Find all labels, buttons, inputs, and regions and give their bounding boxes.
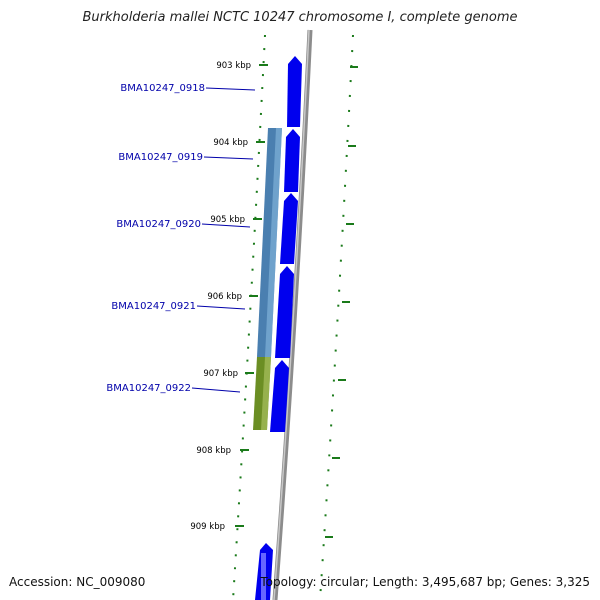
tick-904: 904 kbp	[213, 138, 265, 148]
tick-907: 907 kbp	[203, 369, 254, 379]
genome-title: Burkholderia mallei NCTC 10247 chromosom…	[82, 10, 518, 25]
cds-arrow-0919	[284, 129, 300, 192]
cds-arrow-0918	[287, 56, 302, 127]
outer-dotted-track	[319, 34, 354, 600]
tick-label: 905 kbp	[210, 215, 245, 225]
tick-label: 904 kbp	[213, 138, 248, 148]
cds-arrow-0920	[280, 193, 298, 264]
gene-label-0919[interactable]: BMA10247_0919	[118, 152, 254, 163]
gene-label-0921[interactable]: BMA10247_0921	[111, 301, 246, 312]
gene-name[interactable]: BMA10247_0922	[106, 383, 191, 394]
gene-name[interactable]: BMA10247_0919	[118, 152, 203, 163]
cds-arrow-0921	[275, 266, 294, 358]
gene-name[interactable]: BMA10247_0918	[120, 83, 205, 94]
tick-903: 903 kbp	[216, 61, 268, 71]
chromosome-backbone	[272, 29, 313, 600]
tick-label: 903 kbp	[216, 61, 251, 71]
gene-name[interactable]: BMA10247_0920	[116, 219, 201, 230]
accession-label: Accession: NC_009080	[9, 575, 146, 589]
tick-909: 909 kbp	[190, 522, 244, 532]
tick-label: 908 kbp	[196, 446, 231, 456]
tick-908: 908 kbp	[196, 446, 249, 456]
tick-label: 907 kbp	[203, 369, 238, 379]
cds-arrow-0922	[270, 360, 289, 432]
tick-906: 906 kbp	[207, 292, 258, 302]
gene-label-0922[interactable]: BMA10247_0922	[106, 383, 241, 394]
genome-summary: Topology: circular; Length: 3,495,687 bp…	[260, 575, 590, 589]
gene-name[interactable]: BMA10247_0921	[111, 301, 196, 312]
tick-label: 909 kbp	[190, 522, 225, 532]
tick-label: 906 kbp	[207, 292, 242, 302]
tick-905: 905 kbp	[210, 215, 262, 225]
gene-label-0920[interactable]: BMA10247_0920	[116, 219, 251, 230]
gene-label-0918[interactable]: BMA10247_0918	[120, 83, 256, 94]
